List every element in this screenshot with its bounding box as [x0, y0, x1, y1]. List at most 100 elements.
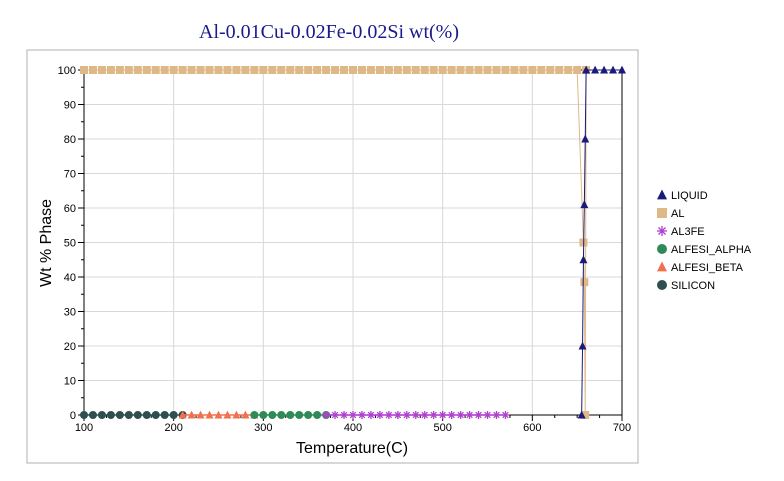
asterisk-stroke — [376, 411, 384, 419]
data-point-alfesi-beta — [187, 410, 196, 419]
data-point-silicon — [151, 411, 160, 419]
legend-label-silicon: SILICON — [671, 280, 715, 292]
data-point-al — [295, 66, 304, 74]
data-point-al — [277, 66, 286, 74]
data-point-al — [465, 66, 474, 74]
data-point-al — [115, 66, 124, 74]
data-point-silicon — [169, 411, 178, 419]
data-point-al — [268, 66, 277, 74]
data-point-silicon — [142, 411, 151, 419]
data-point-al — [106, 66, 115, 74]
data-point-alfesi-alpha — [304, 411, 313, 419]
series-al — [80, 66, 591, 419]
grid-lines — [84, 70, 622, 415]
y-tick-label: 90 — [64, 100, 76, 112]
data-point-al — [411, 66, 420, 74]
data-point-al3fe — [465, 411, 474, 419]
data-point-al3fe — [366, 411, 375, 419]
data-point-al — [133, 66, 142, 74]
asterisk-stroke — [421, 411, 428, 419]
data-point-alfesi-beta — [241, 410, 250, 419]
asterisk-stroke — [349, 411, 357, 419]
data-point-al — [331, 66, 340, 74]
data-point-al — [151, 66, 160, 74]
series-al3fe — [322, 411, 510, 419]
data-point-al — [124, 66, 133, 74]
data-point-al — [581, 411, 590, 419]
data-point-al — [259, 66, 268, 74]
x-tick-label: 500 — [433, 422, 451, 434]
data-point-al — [447, 66, 456, 74]
legend-label-alfesi-alpha: ALFESI_ALPHA — [671, 244, 752, 256]
data-point-al — [492, 66, 501, 74]
asterisk-stroke — [466, 411, 473, 419]
data-point-silicon — [124, 411, 133, 419]
data-point-al — [250, 66, 259, 74]
data-point-al — [501, 66, 510, 74]
asterisk-stroke — [430, 411, 437, 419]
legend-marker-alfesi-beta — [657, 261, 667, 272]
asterisk-stroke — [331, 411, 339, 419]
data-point-al3fe — [411, 411, 420, 419]
data-point-al — [519, 66, 528, 74]
y-tick-label: 40 — [64, 272, 76, 284]
data-point-al3fe — [438, 411, 447, 419]
data-point-al — [187, 66, 196, 74]
data-point-al — [88, 66, 97, 74]
data-point-al — [304, 66, 313, 74]
data-point-al3fe — [447, 411, 456, 419]
data-point-alfesi-alpha — [250, 411, 259, 419]
y-tick-label: 70 — [64, 169, 76, 181]
data-point-alfesi-alpha — [295, 411, 304, 419]
y-tick-label: 30 — [64, 307, 76, 319]
data-point-silicon — [133, 411, 142, 419]
data-point-al — [402, 66, 411, 74]
series-layer — [80, 65, 626, 419]
y-tick-label: 80 — [64, 134, 76, 146]
asterisk-stroke — [457, 411, 464, 419]
data-point-alfesi-beta — [196, 410, 205, 419]
data-point-al — [313, 66, 322, 74]
chart-title: Al-0.01Cu-0.02Fe-0.02Si wt(%) — [199, 21, 459, 43]
data-point-liquid — [618, 65, 626, 74]
data-point-al3fe — [474, 411, 483, 419]
data-point-al — [555, 66, 564, 74]
y-axis-label: Wt % Phase — [38, 199, 55, 287]
data-point-al — [528, 66, 537, 74]
x-tick-label: 400 — [344, 422, 362, 434]
legend-item-alfesi-beta: ALFESI_BETA — [657, 261, 744, 274]
data-point-al — [349, 66, 357, 74]
asterisk-stroke — [358, 411, 366, 419]
legend-item-al3fe: AL3FE — [657, 226, 705, 238]
data-point-silicon — [160, 411, 169, 419]
data-point-al — [564, 66, 573, 74]
data-point-al — [178, 66, 187, 74]
data-point-al — [232, 66, 241, 74]
data-point-alfesi-alpha — [259, 411, 268, 419]
data-point-al — [214, 66, 223, 74]
asterisk-stroke — [484, 411, 491, 419]
data-point-al — [483, 66, 492, 74]
x-tick-label: 700 — [613, 422, 631, 434]
data-point-al3fe — [483, 411, 492, 419]
data-point-alfesi-beta — [232, 410, 241, 419]
legend-marker-silicon — [657, 280, 667, 290]
data-point-al — [196, 66, 205, 74]
x-tick-label: 600 — [523, 422, 541, 434]
data-point-alfesi-alpha — [268, 411, 277, 419]
asterisk-stroke — [322, 411, 330, 419]
data-point-al — [241, 66, 250, 74]
legend-label-alfesi-beta: ALFESI_BETA — [671, 262, 744, 274]
data-point-al3fe — [501, 411, 510, 419]
data-point-al — [286, 66, 295, 74]
data-point-al — [456, 66, 465, 74]
asterisk-stroke — [439, 411, 446, 419]
x-tick-label: 300 — [254, 422, 272, 434]
asterisk-stroke — [493, 411, 500, 419]
data-point-al3fe — [492, 411, 501, 419]
data-point-al3fe — [393, 411, 402, 419]
data-point-al — [357, 66, 366, 74]
y-tick-label: 20 — [64, 341, 76, 353]
data-point-liquid — [579, 255, 588, 264]
series-liquid — [577, 65, 626, 419]
